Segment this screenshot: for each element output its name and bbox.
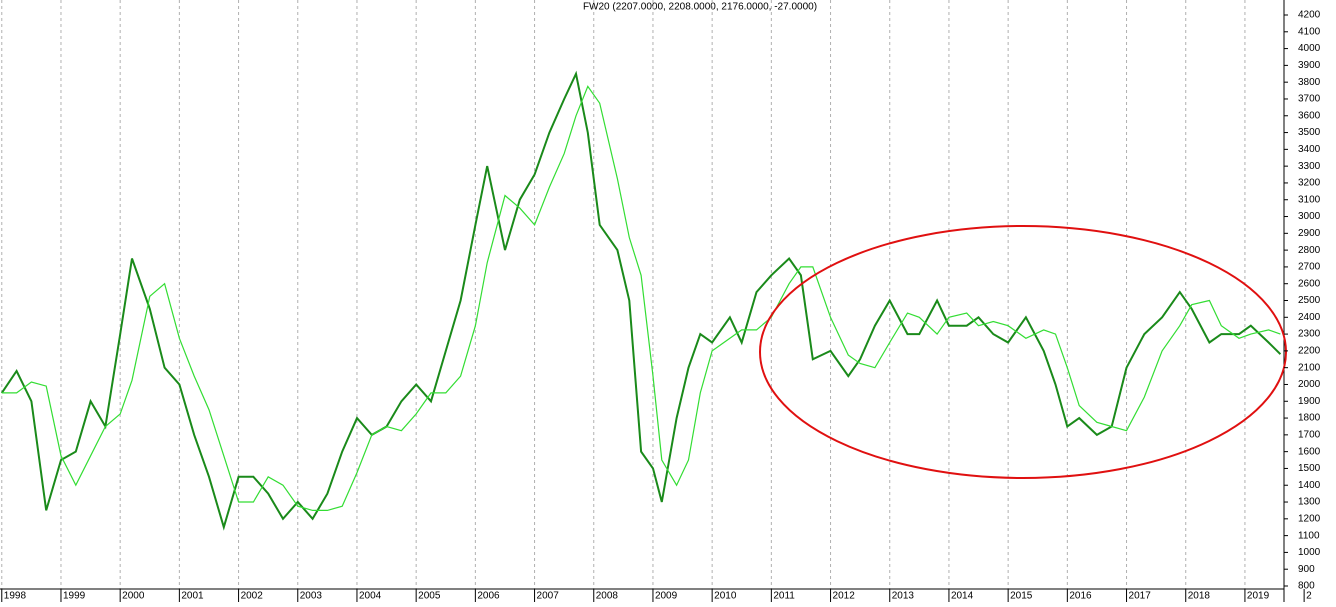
y-tick-label: 3800 xyxy=(1298,77,1321,88)
y-tick-label: 1600 xyxy=(1298,446,1321,457)
x-tick-label: 2002 xyxy=(241,591,264,602)
y-tick-label: 2100 xyxy=(1298,362,1321,373)
y-tick-label: 2500 xyxy=(1298,295,1321,306)
x-tick-label: 2001 xyxy=(181,591,204,602)
y-tick-label: 1500 xyxy=(1298,463,1321,474)
x-tick-label: 2003 xyxy=(300,591,323,602)
y-tick-label: 4000 xyxy=(1298,43,1321,54)
y-tick-label: 3200 xyxy=(1298,178,1321,189)
y-tick-label: 2700 xyxy=(1298,262,1321,273)
x-tick-label: 2 xyxy=(1306,591,1312,602)
x-tick-label: 2013 xyxy=(892,591,915,602)
x-tick-label: 2015 xyxy=(1010,591,1033,602)
y-tick-label: 4200 xyxy=(1298,10,1321,21)
x-tick-label: 2006 xyxy=(477,591,500,602)
x-tick-label: 2009 xyxy=(655,591,678,602)
chart-title: FW20 (2207.0000, 2208.0000, 2176.0000, -… xyxy=(583,2,817,13)
x-tick-label: 2007 xyxy=(537,591,560,602)
y-tick-label: 4100 xyxy=(1298,26,1321,37)
x-tick-label: 2004 xyxy=(359,591,382,602)
x-tick-label: 2018 xyxy=(1188,591,1211,602)
y-tick-label: 3000 xyxy=(1298,211,1321,222)
series xyxy=(0,70,1282,531)
y-tick-label: 900 xyxy=(1298,564,1315,575)
highlight-ellipse xyxy=(759,225,1287,479)
y-tick-label: 1100 xyxy=(1298,530,1320,541)
axes: 800 900 1000 1100 1200 1300 1400 1500 1600 1700 18… xyxy=(1,10,1321,602)
y-tick-label: 1300 xyxy=(1298,497,1321,508)
y-tick-label: 800 xyxy=(1298,581,1315,592)
x-tick-label: 2019 xyxy=(1247,591,1270,602)
y-tick-label: 2900 xyxy=(1298,228,1321,239)
y-tick-label: 3100 xyxy=(1298,194,1321,205)
y-tick-label: 1900 xyxy=(1298,396,1321,407)
x-tick-label: 2011 xyxy=(773,591,795,602)
y-tick-label: 2300 xyxy=(1298,329,1321,340)
y-tick-label: 3900 xyxy=(1298,60,1321,71)
x-tick-label: 2014 xyxy=(951,591,974,602)
x-tick-label: 2016 xyxy=(1069,591,1092,602)
y-tick-label: 2600 xyxy=(1298,278,1321,289)
y-tick-label: 1200 xyxy=(1298,513,1321,524)
y-tick-label: 2800 xyxy=(1298,245,1321,256)
y-tick-label: 1700 xyxy=(1298,429,1321,440)
x-tick-label: 2000 xyxy=(122,591,145,602)
y-tick-label: 1400 xyxy=(1298,480,1321,491)
x-tick-label: 2010 xyxy=(714,591,737,602)
x-tick-label: 2005 xyxy=(418,591,441,602)
y-tick-label: 3700 xyxy=(1298,94,1321,105)
series-line xyxy=(0,70,1282,531)
x-tick-label: 1998 xyxy=(4,591,27,602)
y-tick-label: 1800 xyxy=(1298,413,1321,424)
x-tick-label: 2012 xyxy=(833,591,856,602)
x-tick-label: 2017 xyxy=(1129,591,1152,602)
y-tick-label: 3500 xyxy=(1298,127,1321,138)
y-tick-label: 1000 xyxy=(1298,547,1321,558)
series-line xyxy=(1,85,1281,511)
x-tick-label: 2008 xyxy=(596,591,619,602)
x-tick-label: 1999 xyxy=(63,591,86,602)
y-tick-label: 3400 xyxy=(1298,144,1321,155)
grid xyxy=(1,0,1246,589)
y-tick-label: 3300 xyxy=(1298,161,1321,172)
y-tick-label: 2200 xyxy=(1298,346,1321,357)
y-tick-label: 3600 xyxy=(1298,110,1321,121)
y-tick-label: 2000 xyxy=(1298,379,1321,390)
y-tick-label: 2400 xyxy=(1298,312,1321,323)
